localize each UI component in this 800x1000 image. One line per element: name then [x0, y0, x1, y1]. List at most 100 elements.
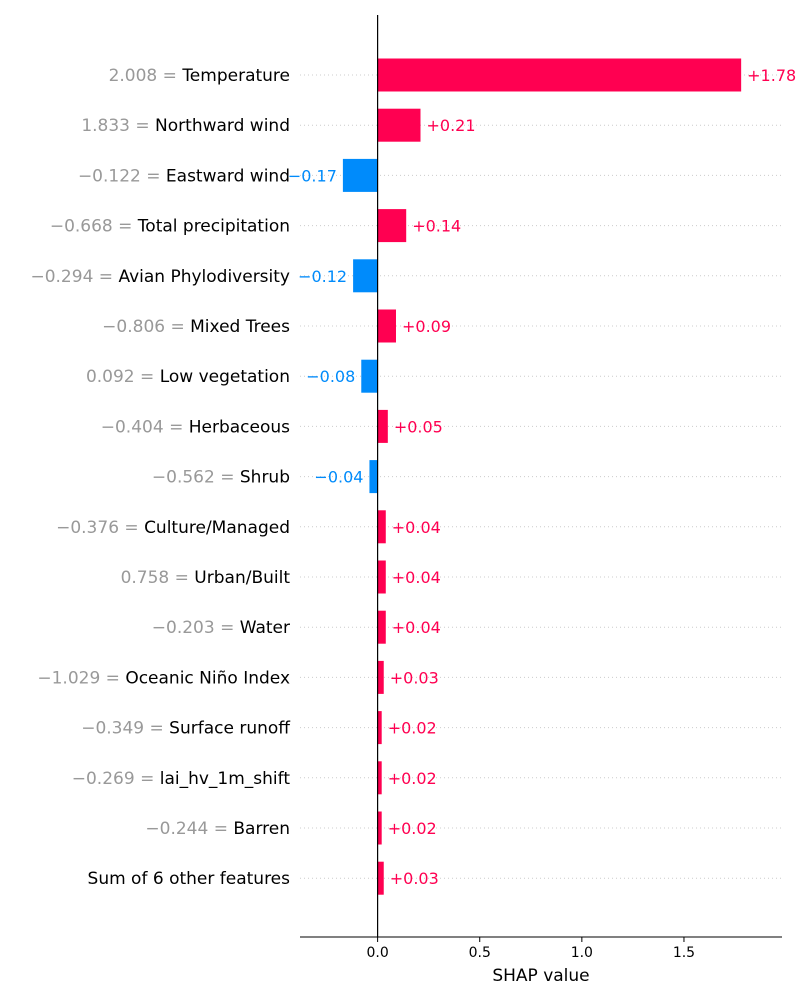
feature-row: −0.349 = Surface runoff +0.02: [81, 711, 782, 745]
feature-value: −0.122 =: [78, 166, 166, 186]
shap-value-label: +0.05: [394, 417, 443, 436]
feature-row: 0.092 = Low vegetation −0.08: [86, 359, 782, 393]
feature-label: −0.668 = Total precipitation: [50, 217, 290, 237]
feature-value: −0.404 =: [101, 417, 189, 437]
feature-name: Shrub: [240, 468, 290, 488]
feature-label: −0.122 = Eastward wind: [78, 166, 290, 186]
feature-label: −0.806 = Mixed Trees: [102, 317, 290, 337]
shap-bar: [377, 510, 386, 544]
shap-value-label: −0.04: [314, 468, 363, 487]
feature-value: 1.833 =: [81, 116, 155, 136]
shap-value-label: −0.08: [306, 367, 355, 386]
feature-name: Sum of 6 other features: [88, 869, 291, 889]
shap-bar: [377, 811, 382, 845]
feature-row: −0.203 = Water +0.04: [152, 610, 782, 644]
shap-value-label: +0.02: [388, 769, 437, 788]
shap-bar: [377, 660, 384, 694]
shap-bar: [361, 359, 378, 393]
feature-row: −0.562 = Shrub −0.04: [152, 460, 782, 494]
feature-row: Sum of 6 other features +0.03: [88, 861, 782, 895]
feature-row: −1.029 = Oceanic Niño Index +0.03: [37, 660, 782, 694]
feature-name: Northward wind: [155, 116, 290, 136]
shap-value-label: −0.17: [288, 166, 337, 185]
feature-name: Total precipitation: [137, 217, 290, 237]
shap-value-label: +0.09: [402, 317, 451, 336]
feature-row: −0.269 = lai_hv_1m_shift +0.02: [72, 761, 782, 795]
feature-value: 0.092 =: [86, 367, 160, 387]
feature-name: Eastward wind: [166, 166, 290, 186]
shap-value-label: +0.04: [392, 518, 441, 537]
x-tick-label: 1.0: [571, 945, 593, 961]
shap-bar: [377, 209, 407, 243]
feature-name: Surface runoff: [169, 719, 291, 739]
feature-rows: 2.008 = Temperature +1.78 1.833 = Northwar…: [30, 58, 796, 895]
x-axis-label: SHAP value: [492, 966, 589, 986]
feature-value: −0.806 =: [102, 317, 190, 337]
feature-name: Oceanic Niño Index: [125, 668, 290, 688]
feature-value: −0.244 =: [145, 819, 233, 839]
shap-bar: [377, 58, 742, 92]
feature-label: 2.008 = Temperature: [109, 66, 290, 86]
shap-bar: [369, 460, 378, 494]
feature-row: −0.668 = Total precipitation +0.14: [50, 209, 782, 243]
feature-value: −0.203 =: [152, 618, 240, 638]
feature-row: 2.008 = Temperature +1.78: [109, 58, 796, 92]
feature-label: −0.244 = Barren: [145, 819, 290, 839]
x-axis: 0.0 0.5 1.0 1.5 SHAP value: [300, 936, 782, 986]
feature-label: −1.029 = Oceanic Niño Index: [37, 668, 290, 688]
feature-name: Urban/Built: [194, 568, 290, 588]
feature-label: −0.203 = Water: [152, 618, 290, 638]
shap-bar: [377, 409, 388, 443]
feature-name: Mixed Trees: [190, 317, 290, 337]
feature-label: −0.349 = Surface runoff: [81, 719, 291, 739]
feature-name: lai_hv_1m_shift: [160, 769, 291, 789]
feature-name: Herbaceous: [189, 417, 290, 437]
shap-value-label: +0.04: [392, 618, 441, 637]
feature-value: −0.269 =: [72, 769, 160, 789]
x-tick-label: 1.5: [673, 945, 695, 961]
shap-value-label: −0.12: [298, 267, 347, 286]
feature-row: 0.758 = Urban/Built +0.04: [121, 560, 782, 594]
x-tick-label: 0.0: [366, 945, 388, 961]
shap-bar: [377, 861, 384, 895]
feature-label: Sum of 6 other features: [88, 869, 291, 889]
shap-bar: [342, 158, 378, 192]
x-tick-label: 0.5: [469, 945, 491, 961]
feature-label: −0.294 = Avian Phylodiversity: [30, 267, 290, 287]
feature-row: −0.376 = Culture/Managed +0.04: [56, 510, 782, 544]
shap-value-label: +0.03: [390, 668, 439, 687]
feature-value: −0.376 =: [56, 518, 144, 538]
shap-bar: [377, 309, 396, 343]
feature-value: 2.008 =: [109, 66, 183, 86]
shap-bar: [377, 108, 421, 142]
feature-label: 0.092 = Low vegetation: [86, 367, 290, 387]
feature-row: 1.833 = Northward wind +0.21: [81, 108, 782, 142]
x-ticks: 0.0 0.5 1.0 1.5: [366, 937, 695, 961]
feature-name: Water: [240, 618, 290, 638]
shap-value-label: +0.14: [412, 217, 461, 236]
feature-label: −0.562 = Shrub: [152, 468, 290, 488]
shap-value-label: +1.78: [747, 66, 796, 85]
feature-name: Culture/Managed: [144, 518, 290, 538]
feature-name: Avian Phylodiversity: [118, 267, 290, 287]
feature-value: −1.029 =: [37, 668, 125, 688]
feature-label: 0.758 = Urban/Built: [121, 568, 291, 588]
shap-bar: [377, 761, 382, 795]
feature-name: Barren: [233, 819, 290, 839]
feature-label: −0.404 = Herbaceous: [101, 417, 290, 437]
feature-value: 0.758 =: [121, 568, 195, 588]
shap-value-label: +0.21: [427, 116, 476, 135]
feature-row: −0.294 = Avian Phylodiversity −0.12: [30, 259, 782, 293]
feature-row: −0.122 = Eastward wind−0.17: [78, 158, 782, 192]
shap-value-label: +0.04: [392, 568, 441, 587]
feature-row: −0.404 = Herbaceous +0.05: [101, 409, 782, 443]
feature-row: −0.244 = Barren +0.02: [145, 811, 782, 845]
shap-value-label: +0.02: [388, 819, 437, 838]
feature-value: −0.668 =: [50, 217, 138, 237]
feature-value: −0.349 =: [81, 719, 169, 739]
shap-bar: [377, 610, 386, 644]
shap-value-label: +0.03: [390, 869, 439, 888]
shap-bar: [353, 259, 378, 293]
feature-name: Temperature: [181, 66, 290, 86]
